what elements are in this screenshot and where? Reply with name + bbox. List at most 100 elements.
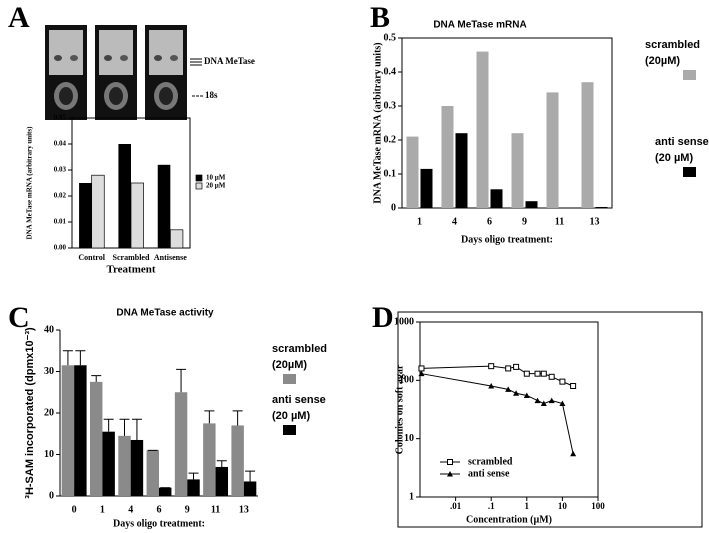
error-bar — [91, 375, 102, 382]
y-axis-label: DNA MeTase mRNA (arbitrary units) — [26, 126, 34, 240]
legend-condition: (20 µM) — [272, 410, 310, 422]
plot-frame — [419, 321, 599, 498]
bar — [525, 201, 538, 208]
bar — [441, 106, 454, 208]
y-tick-label: 100 — [399, 375, 414, 386]
marker — [523, 370, 530, 377]
marker — [488, 363, 495, 370]
marker — [570, 382, 577, 389]
error-bar — [188, 472, 199, 480]
marker — [534, 370, 541, 377]
marker — [505, 386, 512, 392]
y-tick-label: 0.3 — [384, 100, 397, 111]
y-tick-label: 1 — [409, 491, 414, 502]
chart-title: DNA MeTase mRNA — [433, 20, 526, 31]
error-bar — [119, 418, 130, 436]
bar — [243, 481, 257, 496]
legend-condition: (20µM) — [645, 55, 680, 67]
bar — [215, 466, 229, 496]
bar — [511, 133, 524, 208]
legend-swatch — [683, 70, 696, 80]
bar — [595, 206, 608, 208]
bar — [157, 164, 171, 248]
y-tick-label: 0 — [391, 202, 396, 213]
marker — [505, 365, 512, 372]
bar — [174, 392, 188, 496]
legend-swatch — [683, 167, 696, 177]
legend-label: anti sense — [468, 468, 510, 479]
bar — [61, 365, 75, 496]
bar — [91, 174, 105, 249]
x-tick-label: 0 — [72, 504, 77, 515]
x-axis-label: Days oligo treatment: — [113, 518, 205, 529]
bar — [169, 229, 184, 249]
error-bar — [103, 418, 114, 432]
y-tick-label: 0 — [49, 490, 54, 501]
y-tick-label: 10 — [404, 433, 414, 444]
annotation: DNA MeTase — [204, 56, 255, 66]
x-tick-label: 11 — [211, 504, 220, 515]
marker — [534, 397, 541, 404]
legend-label: 20 µM — [206, 182, 226, 190]
panel-letter: A — [8, 1, 30, 34]
panel-letter: D — [372, 301, 394, 334]
x-tick-label: Control — [78, 253, 105, 262]
panel-letter: C — [8, 301, 30, 334]
legend-label: anti sense — [655, 136, 709, 148]
x-tick-label: .1 — [488, 501, 495, 511]
bar — [118, 435, 131, 496]
bar — [102, 431, 115, 496]
bar — [231, 425, 244, 496]
y-tick-label: 0.1 — [384, 168, 397, 179]
bar — [146, 450, 159, 496]
gel-images — [45, 25, 203, 120]
x-axis-label: Treatment — [106, 264, 155, 276]
bar — [74, 365, 87, 496]
plot-frame — [401, 37, 613, 209]
x-tick-label: 100 — [591, 501, 605, 511]
bar — [187, 479, 200, 496]
legend-label: scrambled — [272, 343, 327, 355]
legend-swatch — [195, 182, 203, 190]
marker — [570, 450, 577, 457]
x-tick-label: 1 — [100, 504, 105, 515]
x-tick-label: 1 — [525, 501, 530, 511]
bar — [130, 182, 144, 249]
bar — [490, 189, 503, 208]
legend-label: scrambled — [645, 39, 700, 51]
bar — [89, 381, 103, 496]
bar — [406, 136, 419, 208]
error-bar — [62, 350, 73, 366]
marker — [418, 370, 425, 377]
y-tick-label: 40 — [44, 324, 54, 335]
y-tick-label: 0.01 — [54, 218, 67, 226]
legend-condition: (20 µM) — [655, 152, 693, 164]
marker — [559, 378, 566, 385]
marker — [523, 392, 530, 398]
y-tick-label: 0.02 — [54, 192, 67, 200]
error-bar — [131, 418, 142, 440]
y-tick-label: 0.05 — [54, 114, 67, 122]
x-axis-label: Days oligo treatment: — [461, 234, 553, 245]
marker — [540, 400, 547, 407]
y-axis-label: ³H-SAM incorporated (dpmx10⁻³) — [24, 327, 36, 499]
bar — [79, 183, 92, 248]
y-tick-label: 0.03 — [54, 166, 67, 174]
bar — [118, 144, 131, 248]
x-tick-label: 13 — [590, 216, 600, 227]
series-line — [421, 373, 574, 454]
y-tick-label: 0.2 — [384, 134, 397, 145]
bar — [455, 133, 468, 208]
x-tick-label: 1 — [417, 216, 422, 227]
y-axis-label: DNA MeTase mRNA (arbitrary units) — [372, 42, 383, 203]
marker — [540, 370, 547, 377]
x-tick-label: 4 — [452, 216, 457, 227]
marker — [418, 365, 425, 372]
x-tick-label: 13 — [239, 504, 249, 515]
y-tick-label: 0.5 — [384, 32, 397, 43]
bar — [546, 92, 559, 208]
y-tick-label: 0.4 — [384, 66, 397, 77]
x-tick-label: 6 — [487, 216, 492, 227]
bar — [130, 439, 144, 496]
